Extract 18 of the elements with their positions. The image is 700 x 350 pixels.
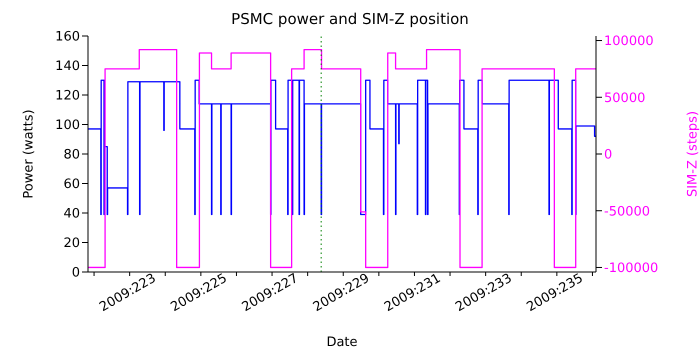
chart-title: PSMC power and SIM-Z position: [230, 10, 470, 28]
y-tick-label: 100: [55, 118, 80, 134]
y-axis-title: Power (watts): [22, 109, 37, 199]
y-tick-label: 20: [63, 236, 80, 252]
y2-tick-label: 100000: [604, 34, 654, 50]
y2-tick-label: -100000: [604, 261, 658, 276]
y2-tick-label: 0: [604, 148, 612, 163]
y-tick-label: 0: [72, 266, 80, 281]
y-tick-label: 120: [55, 88, 80, 104]
y2-axis-title: SIM-Z (steps): [686, 110, 700, 198]
x-axis-title: Date: [326, 335, 358, 350]
y-tick-label: 80: [63, 148, 80, 163]
y2-tick-label: -50000: [604, 204, 650, 220]
y-tick-label: 60: [63, 177, 80, 192]
y-tick-label: 40: [63, 206, 80, 222]
y-tick-label: 160: [55, 30, 80, 45]
y-tick-label: 140: [55, 59, 80, 74]
y2-tick-label: 50000: [604, 90, 646, 106]
